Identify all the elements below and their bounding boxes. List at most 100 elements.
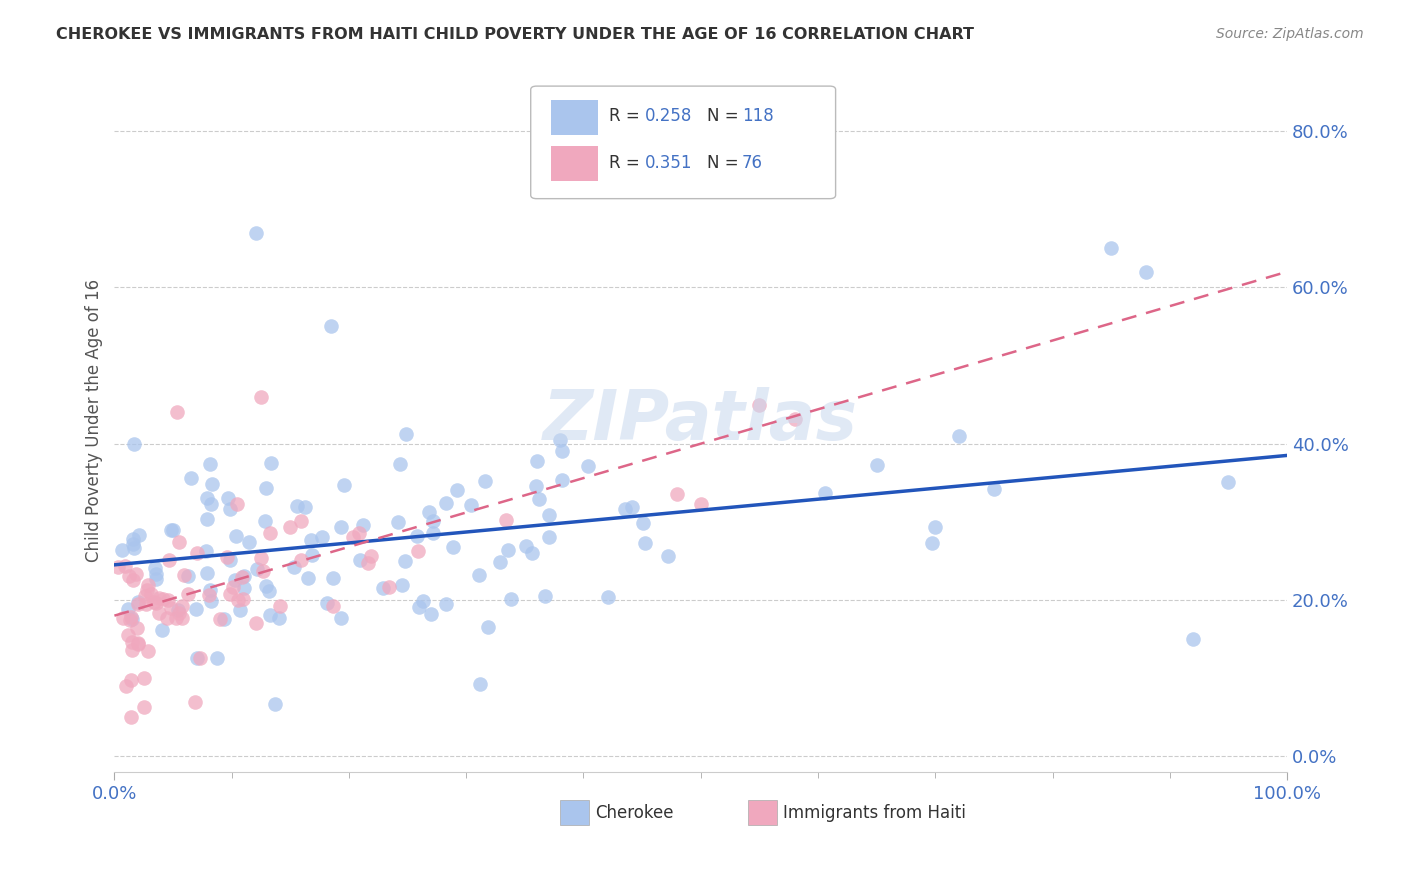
Point (222, 580, 245, 594)
Point (145, 596, 167, 610)
Point (245, 226, 267, 240)
Point (983, 482, 1005, 496)
Point (195, 566, 218, 581)
Point (418, 506, 440, 520)
Point (657, 549, 679, 563)
Point (290, 514, 312, 528)
Point (166, 603, 188, 617)
Point (114, 679, 136, 693)
Point (748, 398, 770, 412)
Point (360, 549, 382, 563)
Point (224, 574, 246, 588)
Point (422, 525, 444, 540)
Text: 118: 118 (742, 107, 773, 125)
Point (921, 536, 943, 550)
Point (551, 443, 574, 458)
Point (218, 502, 240, 516)
Point (205, 651, 228, 665)
Text: N =: N = (707, 107, 744, 125)
Text: R =: R = (609, 154, 645, 172)
Point (371, 581, 394, 595)
Text: 76: 76 (742, 154, 763, 172)
Point (783, 411, 806, 425)
Point (135, 597, 157, 611)
Point (245, 616, 267, 631)
Point (127, 636, 149, 650)
Point (238, 534, 260, 549)
Point (195, 491, 218, 506)
Point (537, 508, 560, 522)
Point (319, 319, 342, 334)
Point (156, 611, 179, 625)
Point (197, 512, 219, 526)
Point (420, 607, 443, 622)
Point (394, 554, 416, 568)
Point (173, 567, 195, 582)
Point (501, 591, 523, 606)
Point (264, 698, 287, 712)
Point (184, 695, 207, 709)
FancyBboxPatch shape (530, 87, 835, 199)
Point (534, 589, 557, 603)
Point (117, 602, 139, 616)
Point (219, 553, 242, 567)
Point (186, 650, 208, 665)
Point (598, 590, 620, 604)
Text: N =: N = (707, 154, 744, 172)
Point (111, 543, 134, 558)
Point (496, 542, 519, 557)
Point (148, 606, 170, 620)
Point (422, 514, 444, 528)
Point (219, 587, 242, 601)
Point (200, 594, 222, 608)
Point (278, 520, 301, 534)
Point (267, 611, 290, 625)
Point (524, 479, 547, 493)
Point (259, 456, 281, 470)
Point (285, 499, 308, 513)
Point (121, 635, 143, 649)
Point (225, 529, 247, 543)
Point (114, 558, 136, 573)
Point (120, 613, 142, 627)
Point (128, 528, 150, 542)
Point (330, 520, 353, 534)
Point (120, 710, 142, 724)
FancyBboxPatch shape (551, 146, 598, 181)
Point (527, 491, 550, 506)
Point (395, 426, 418, 441)
Point (121, 532, 143, 546)
Point (689, 497, 711, 511)
Point (576, 459, 599, 474)
Point (160, 524, 183, 538)
Point (250, 551, 273, 566)
Point (142, 595, 165, 609)
Point (283, 560, 305, 574)
Point (152, 624, 174, 638)
Point (165, 611, 187, 625)
Point (226, 497, 249, 511)
Point (342, 530, 364, 544)
FancyBboxPatch shape (560, 800, 589, 825)
Point (125, 621, 148, 635)
Point (259, 526, 281, 541)
Point (246, 562, 269, 576)
Point (233, 569, 256, 583)
Point (467, 568, 489, 582)
Point (349, 552, 371, 566)
Point (474, 474, 496, 488)
Point (231, 569, 253, 583)
Point (254, 579, 277, 593)
Point (159, 553, 181, 567)
FancyBboxPatch shape (748, 800, 778, 825)
Point (170, 599, 193, 613)
Point (195, 544, 218, 558)
Point (441, 540, 464, 554)
Point (254, 482, 277, 496)
Point (349, 526, 371, 541)
Point (316, 596, 339, 610)
Point (299, 533, 322, 547)
Point (148, 591, 170, 605)
Point (520, 546, 543, 560)
Point (117, 628, 139, 642)
